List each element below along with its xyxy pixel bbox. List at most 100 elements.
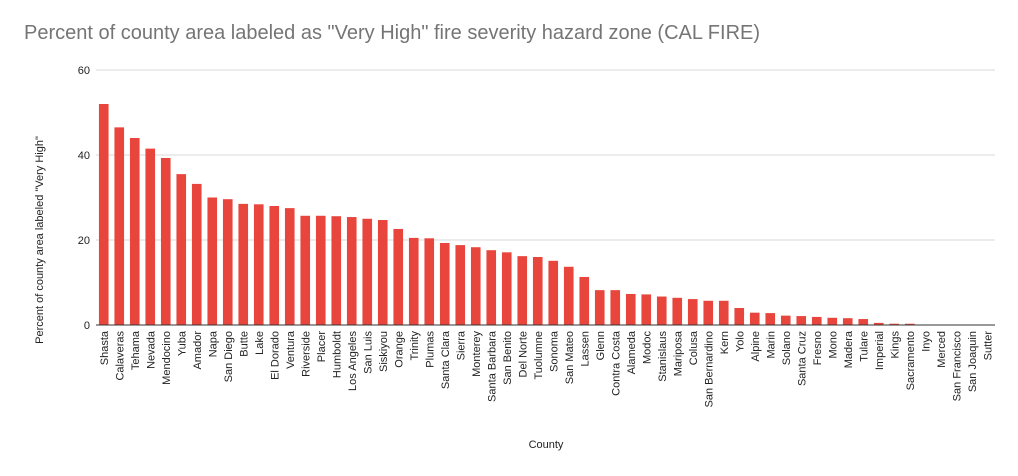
x-tick-label: Sonoma	[548, 330, 560, 372]
bar	[842, 318, 853, 325]
x-tick-label: Kings	[889, 331, 901, 359]
bar	[563, 266, 574, 325]
bar	[408, 237, 419, 325]
x-tick-label: San Luis	[362, 331, 374, 374]
y-axis-ticks: 0 20 40 60	[78, 65, 90, 332]
bar	[811, 316, 822, 325]
x-tick-label: Monterey	[471, 331, 483, 377]
chart-title: Percent of county area labeled as "Very …	[24, 22, 761, 44]
x-tick-label: Yuba	[176, 330, 188, 356]
bar	[672, 297, 683, 325]
x-tick-label: El Dorado	[269, 331, 281, 380]
x-tick-label: Santa Clara	[440, 330, 452, 389]
x-tick-label: San Benito	[502, 331, 514, 385]
bar	[687, 299, 698, 325]
bar	[253, 204, 264, 325]
bar	[703, 300, 714, 325]
y-tick-label: 60	[78, 65, 90, 77]
x-tick-label: Humboldt	[331, 331, 343, 378]
x-tick-label: Inyo	[920, 331, 932, 352]
x-tick-label: San Bernardino	[703, 331, 715, 407]
x-tick-label: Napa	[207, 330, 219, 357]
x-tick-label: Tuolumne	[533, 331, 545, 380]
x-tick-label: Los Angeles	[347, 331, 359, 391]
bar	[362, 218, 373, 325]
x-tick-label: Nevada	[145, 330, 157, 369]
bar	[222, 199, 233, 325]
x-tick-label: Kern	[719, 331, 731, 354]
bar	[145, 148, 156, 325]
bar	[780, 315, 791, 325]
x-tick-label: Madera	[843, 330, 855, 368]
bar	[718, 300, 729, 325]
bars	[98, 104, 993, 325]
bar	[858, 319, 869, 325]
bar	[238, 203, 249, 325]
x-tick-label: Mono	[827, 331, 839, 359]
bar	[734, 308, 745, 325]
y-tick-label: 40	[78, 150, 90, 162]
x-tick-label: Sacramento	[905, 331, 917, 390]
bar	[889, 323, 900, 325]
y-tick-label: 20	[78, 235, 90, 247]
x-tick-label: Fresno	[812, 331, 824, 365]
bar	[548, 260, 559, 325]
x-tick-label: Shasta	[99, 330, 111, 365]
bar	[377, 220, 388, 325]
bar	[207, 197, 218, 325]
x-tick-label: Alameda	[626, 330, 638, 374]
x-tick-label: Orange	[393, 331, 405, 368]
bar	[470, 247, 481, 325]
bar	[796, 316, 807, 325]
x-tick-label: Lassen	[579, 331, 591, 366]
x-tick-label: Imperial	[874, 331, 886, 370]
x-tick-label: Sutter	[982, 331, 994, 361]
x-tick-label: Modoc	[641, 331, 653, 365]
x-tick-label: Ventura	[285, 330, 297, 369]
bar	[315, 215, 326, 325]
bar	[160, 157, 171, 325]
bar	[765, 313, 776, 325]
bar	[873, 322, 884, 325]
x-axis-title: County	[529, 439, 564, 451]
bar	[284, 208, 295, 325]
x-tick-label: Tulare	[858, 331, 870, 362]
x-tick-label: San Diego	[223, 331, 235, 382]
bar	[641, 294, 652, 325]
x-tick-label: Sierra	[455, 330, 467, 360]
bar	[656, 296, 667, 325]
x-tick-label: Yolo	[734, 331, 746, 352]
x-tick-label: San Mateo	[564, 331, 576, 384]
x-tick-label: Stanislaus	[657, 331, 669, 382]
bar	[579, 276, 590, 325]
x-tick-label: Riverside	[300, 331, 312, 377]
y-axis-title: Percent of county area labeled "Very Hig…	[34, 136, 46, 344]
x-tick-label: Del Norte	[517, 331, 529, 377]
x-tick-label: Lake	[254, 331, 266, 355]
x-tick-label: Plumas	[424, 331, 436, 368]
bar	[827, 317, 838, 325]
x-axis-ticks: Shasta Calaveras Tehama Nevada Mendocino Yuba…	[99, 330, 995, 407]
x-tick-label: Santa Cruz	[796, 331, 808, 386]
bar	[424, 238, 435, 325]
x-tick-label: San Joaquin	[967, 331, 979, 392]
x-tick-label: Merced	[936, 331, 948, 368]
x-tick-label: Contra Costa	[610, 330, 622, 396]
x-tick-label: Trinity	[409, 331, 421, 361]
x-tick-label: Santa Barbara	[486, 330, 498, 402]
bar	[904, 323, 915, 325]
bar	[129, 138, 140, 325]
bar	[191, 183, 202, 325]
bar	[610, 290, 621, 325]
bar	[486, 250, 497, 325]
x-tick-label: Marin	[765, 331, 777, 359]
x-tick-label: Alpine	[750, 331, 762, 362]
bar	[346, 217, 357, 325]
bar	[98, 104, 109, 325]
x-tick-label: Solano	[781, 331, 793, 365]
x-tick-label: Mariposa	[672, 330, 684, 376]
bar	[300, 215, 311, 325]
x-tick-label: Colusa	[688, 330, 700, 365]
bar	[532, 257, 543, 325]
